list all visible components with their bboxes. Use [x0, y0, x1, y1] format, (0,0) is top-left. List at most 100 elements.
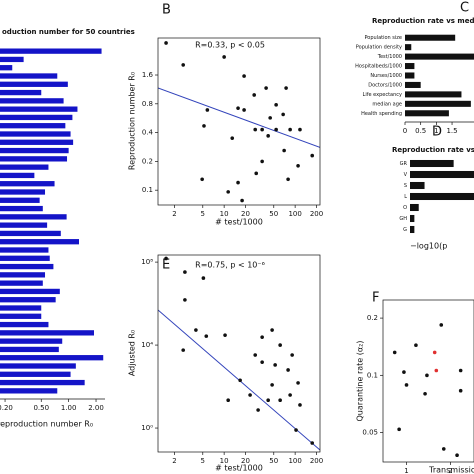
- point: [260, 360, 264, 364]
- category-label: V: [404, 172, 408, 178]
- bar: [405, 110, 449, 117]
- bar: [0, 379, 85, 386]
- point: [238, 378, 242, 383]
- bar: [405, 34, 456, 41]
- bar: [0, 114, 73, 121]
- bar: [0, 222, 48, 228]
- point: [242, 108, 246, 112]
- bar: [0, 255, 50, 261]
- x-tick-label: 200: [310, 457, 323, 465]
- point: [236, 180, 240, 185]
- panel-label: E: [162, 258, 170, 273]
- chart-title: Reproduction rate vs medica: [372, 17, 474, 25]
- bar: [0, 346, 59, 353]
- point: [458, 368, 463, 373]
- point: [252, 93, 256, 97]
- bar: [410, 192, 474, 201]
- bar: [0, 214, 67, 220]
- bar: [0, 363, 76, 369]
- point: [260, 335, 264, 339]
- point: [254, 171, 259, 176]
- point: [274, 127, 278, 132]
- point: [194, 328, 198, 332]
- panel-label: D: [432, 125, 442, 140]
- bar: [0, 156, 68, 162]
- point: [423, 391, 427, 396]
- x-tick-label: 0.20: [0, 404, 13, 412]
- bar: [0, 338, 63, 344]
- point: [310, 441, 315, 445]
- x-tick-label: 1.00: [61, 404, 77, 412]
- y-tick-label: 0.1: [367, 371, 378, 379]
- point: [270, 383, 274, 387]
- bar: [410, 225, 415, 234]
- bar: [0, 305, 42, 311]
- x-tick-label: 20: [241, 457, 250, 465]
- bar: [405, 72, 415, 79]
- point: [253, 127, 258, 132]
- bar: [0, 230, 61, 237]
- point: [284, 86, 288, 90]
- bar: [405, 81, 421, 88]
- point: [290, 353, 294, 357]
- bar: [0, 89, 42, 96]
- category-label: Nurses/1000: [370, 73, 402, 79]
- bar: [0, 123, 66, 129]
- point: [270, 328, 274, 332]
- point: [294, 428, 298, 432]
- bar: [0, 73, 58, 79]
- y-tick-label: 0.1: [142, 186, 153, 194]
- category-label: L: [404, 194, 407, 200]
- point: [296, 381, 300, 385]
- x-tick-label: 5: [201, 457, 205, 465]
- chart-title: Reproduction rate vs.: [392, 146, 474, 154]
- x-tick-label: 10: [220, 210, 229, 218]
- point: [183, 270, 187, 274]
- bar: [0, 197, 40, 203]
- point: [260, 159, 264, 164]
- x-tick-label: 1.5: [446, 127, 457, 135]
- point: [204, 334, 209, 338]
- plot-area: [158, 256, 320, 451]
- x-tick-label: 2: [448, 467, 452, 474]
- category-label: Doctors/1000: [368, 82, 402, 88]
- x-tick-label: 0.50: [33, 404, 49, 412]
- bar: [0, 139, 74, 145]
- bar: [0, 106, 78, 112]
- x-tick-label: 1: [404, 467, 408, 474]
- point: [266, 134, 270, 138]
- x-tick-label: 50: [269, 457, 278, 465]
- point: [223, 333, 227, 337]
- category-label: Test/1000: [377, 54, 402, 60]
- point: [298, 403, 302, 407]
- bar: [0, 164, 49, 170]
- bar: [0, 131, 71, 137]
- y-tick-label: 10⁰: [141, 424, 153, 432]
- x-tick-label: 100: [288, 457, 301, 465]
- point: [201, 276, 206, 280]
- bar: [0, 288, 60, 295]
- y-axis-label: Adjusted R₀: [128, 330, 137, 376]
- bar: [0, 56, 24, 63]
- point: [296, 163, 300, 168]
- point: [200, 177, 204, 182]
- point: [298, 127, 302, 132]
- point: [286, 177, 290, 182]
- point: [286, 368, 290, 372]
- bar: [405, 91, 462, 98]
- panel-label: F: [372, 291, 379, 306]
- bar: [0, 297, 56, 303]
- bar: [0, 181, 55, 187]
- point: [222, 55, 226, 59]
- point: [404, 383, 409, 387]
- point: [253, 353, 258, 357]
- bar: [405, 63, 415, 70]
- x-axis-label: # test/1000: [215, 218, 263, 227]
- point: [278, 398, 282, 402]
- x-axis-label: −log10(p: [410, 242, 447, 251]
- plot-frame: [157, 37, 321, 206]
- panel-label: B: [162, 3, 171, 18]
- x-tick-label: 5: [201, 210, 205, 218]
- plot-frame: [382, 299, 474, 463]
